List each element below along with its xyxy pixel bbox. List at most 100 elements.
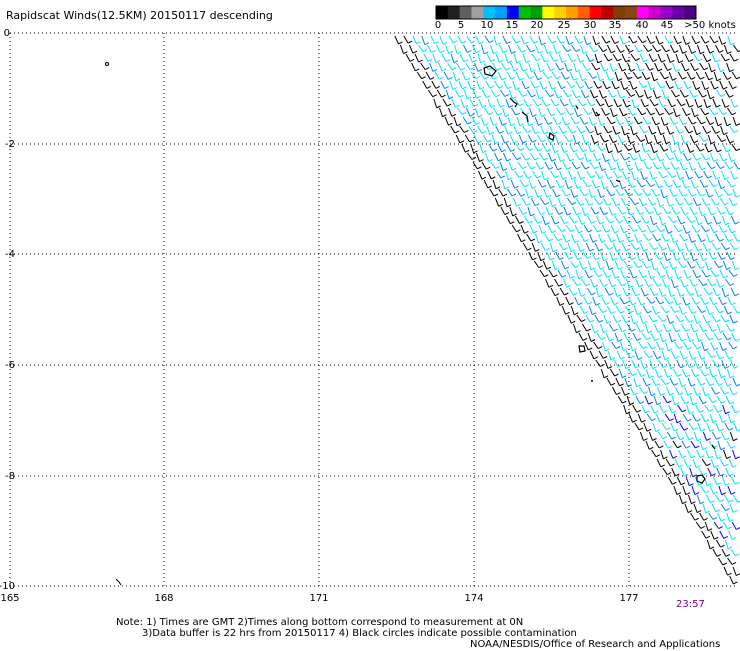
barb-shaft	[671, 134, 676, 144]
barb-shaft	[605, 260, 610, 270]
barb-shaft	[394, 35, 399, 45]
wind-barb	[711, 242, 721, 251]
wind-barb	[452, 71, 461, 82]
wind-barb	[687, 449, 696, 459]
wind-barb	[657, 125, 665, 136]
wind-barb	[717, 251, 726, 261]
wind-barb	[683, 458, 692, 468]
island	[548, 131, 555, 141]
barb-flag	[700, 76, 705, 80]
barb-flag	[610, 193, 616, 197]
wind-barb	[630, 386, 639, 396]
barb-flag	[490, 59, 496, 63]
wind-barb	[470, 143, 478, 154]
barb-shaft	[593, 341, 599, 349]
barb-shaft	[560, 260, 566, 270]
barb-shaft	[680, 467, 685, 477]
barb-shaft	[631, 170, 635, 180]
barb-flag	[580, 202, 585, 206]
wind-barb	[556, 107, 566, 116]
wind-barb	[565, 296, 574, 306]
barb-shaft	[632, 404, 638, 413]
barb-shaft	[570, 188, 575, 198]
barb-shaft	[721, 98, 726, 108]
barb-shaft	[617, 134, 623, 144]
wind-barb	[664, 296, 674, 305]
barb-flag	[565, 239, 571, 243]
barb-flag	[735, 481, 740, 485]
barb-shaft	[511, 224, 517, 233]
barb-shaft	[648, 53, 654, 62]
barb-shaft	[621, 53, 627, 63]
barb-flag	[573, 149, 578, 153]
wind-barb	[613, 287, 622, 297]
wind-barb	[727, 152, 736, 163]
barb-shaft	[490, 161, 496, 169]
barb-shaft	[638, 80, 644, 88]
barb-flag	[648, 355, 653, 359]
barb-flag	[685, 42, 691, 46]
barb-flag	[633, 275, 638, 279]
barb-flag	[700, 526, 705, 529]
wind-barb	[712, 170, 721, 180]
barb-flag	[707, 221, 712, 225]
barb-flag	[686, 231, 691, 234]
barb-shaft	[717, 179, 722, 189]
barb-flag	[597, 85, 603, 89]
barb-shaft	[574, 152, 581, 161]
barb-shaft	[588, 188, 593, 198]
barb-shaft	[682, 107, 687, 116]
barb-flag	[690, 220, 696, 223]
barb-shaft	[668, 143, 673, 153]
barb-shaft	[597, 188, 602, 198]
barb-flag	[566, 284, 572, 288]
barb-flag	[660, 85, 666, 89]
barb-flag	[598, 319, 604, 323]
barb-flag	[636, 220, 642, 224]
wind-barb	[627, 251, 636, 261]
barb-shaft	[451, 98, 456, 108]
wind-barb	[706, 161, 716, 170]
wind-barb	[595, 98, 605, 107]
barb-shaft	[664, 35, 670, 44]
barb-shaft	[591, 62, 597, 71]
barb-shaft	[531, 242, 536, 252]
wind-barb	[691, 296, 701, 305]
wind-barb	[620, 80, 629, 90]
barb-shaft	[724, 422, 730, 431]
wind-barb	[594, 314, 604, 323]
barb-flag	[446, 103, 452, 107]
barb-flag	[712, 420, 718, 424]
barb-shaft	[670, 233, 675, 243]
barb-flag	[734, 221, 740, 225]
barb-flag	[732, 86, 737, 90]
barb-shaft	[599, 206, 605, 215]
barb-flag	[731, 112, 737, 116]
barb-flag	[590, 175, 596, 178]
wind-barb	[655, 152, 665, 162]
barb-flag	[506, 204, 512, 208]
barb-shaft	[592, 107, 597, 117]
wind-barb	[720, 503, 730, 512]
barb-shaft	[532, 98, 538, 107]
barb-shaft	[526, 161, 532, 170]
barb-shaft	[487, 170, 492, 180]
barb-shaft	[642, 116, 648, 125]
wind-barb	[568, 287, 578, 296]
barb-flag	[598, 202, 604, 205]
wind-barb	[545, 206, 554, 216]
barb-shaft	[639, 386, 645, 394]
wind-barb	[546, 62, 555, 72]
wind-barb	[659, 332, 667, 343]
barb-flag	[692, 474, 697, 478]
barb-shaft	[715, 161, 721, 169]
barb-shaft	[594, 314, 600, 323]
barb-shaft	[634, 44, 640, 53]
wind-barb	[650, 71, 659, 82]
barb-flag	[561, 86, 566, 90]
barb-shaft	[568, 170, 573, 180]
barb-shaft	[692, 197, 698, 207]
barb-flag	[733, 365, 739, 369]
barb-shaft	[682, 35, 687, 45]
barb-flag	[587, 256, 592, 259]
